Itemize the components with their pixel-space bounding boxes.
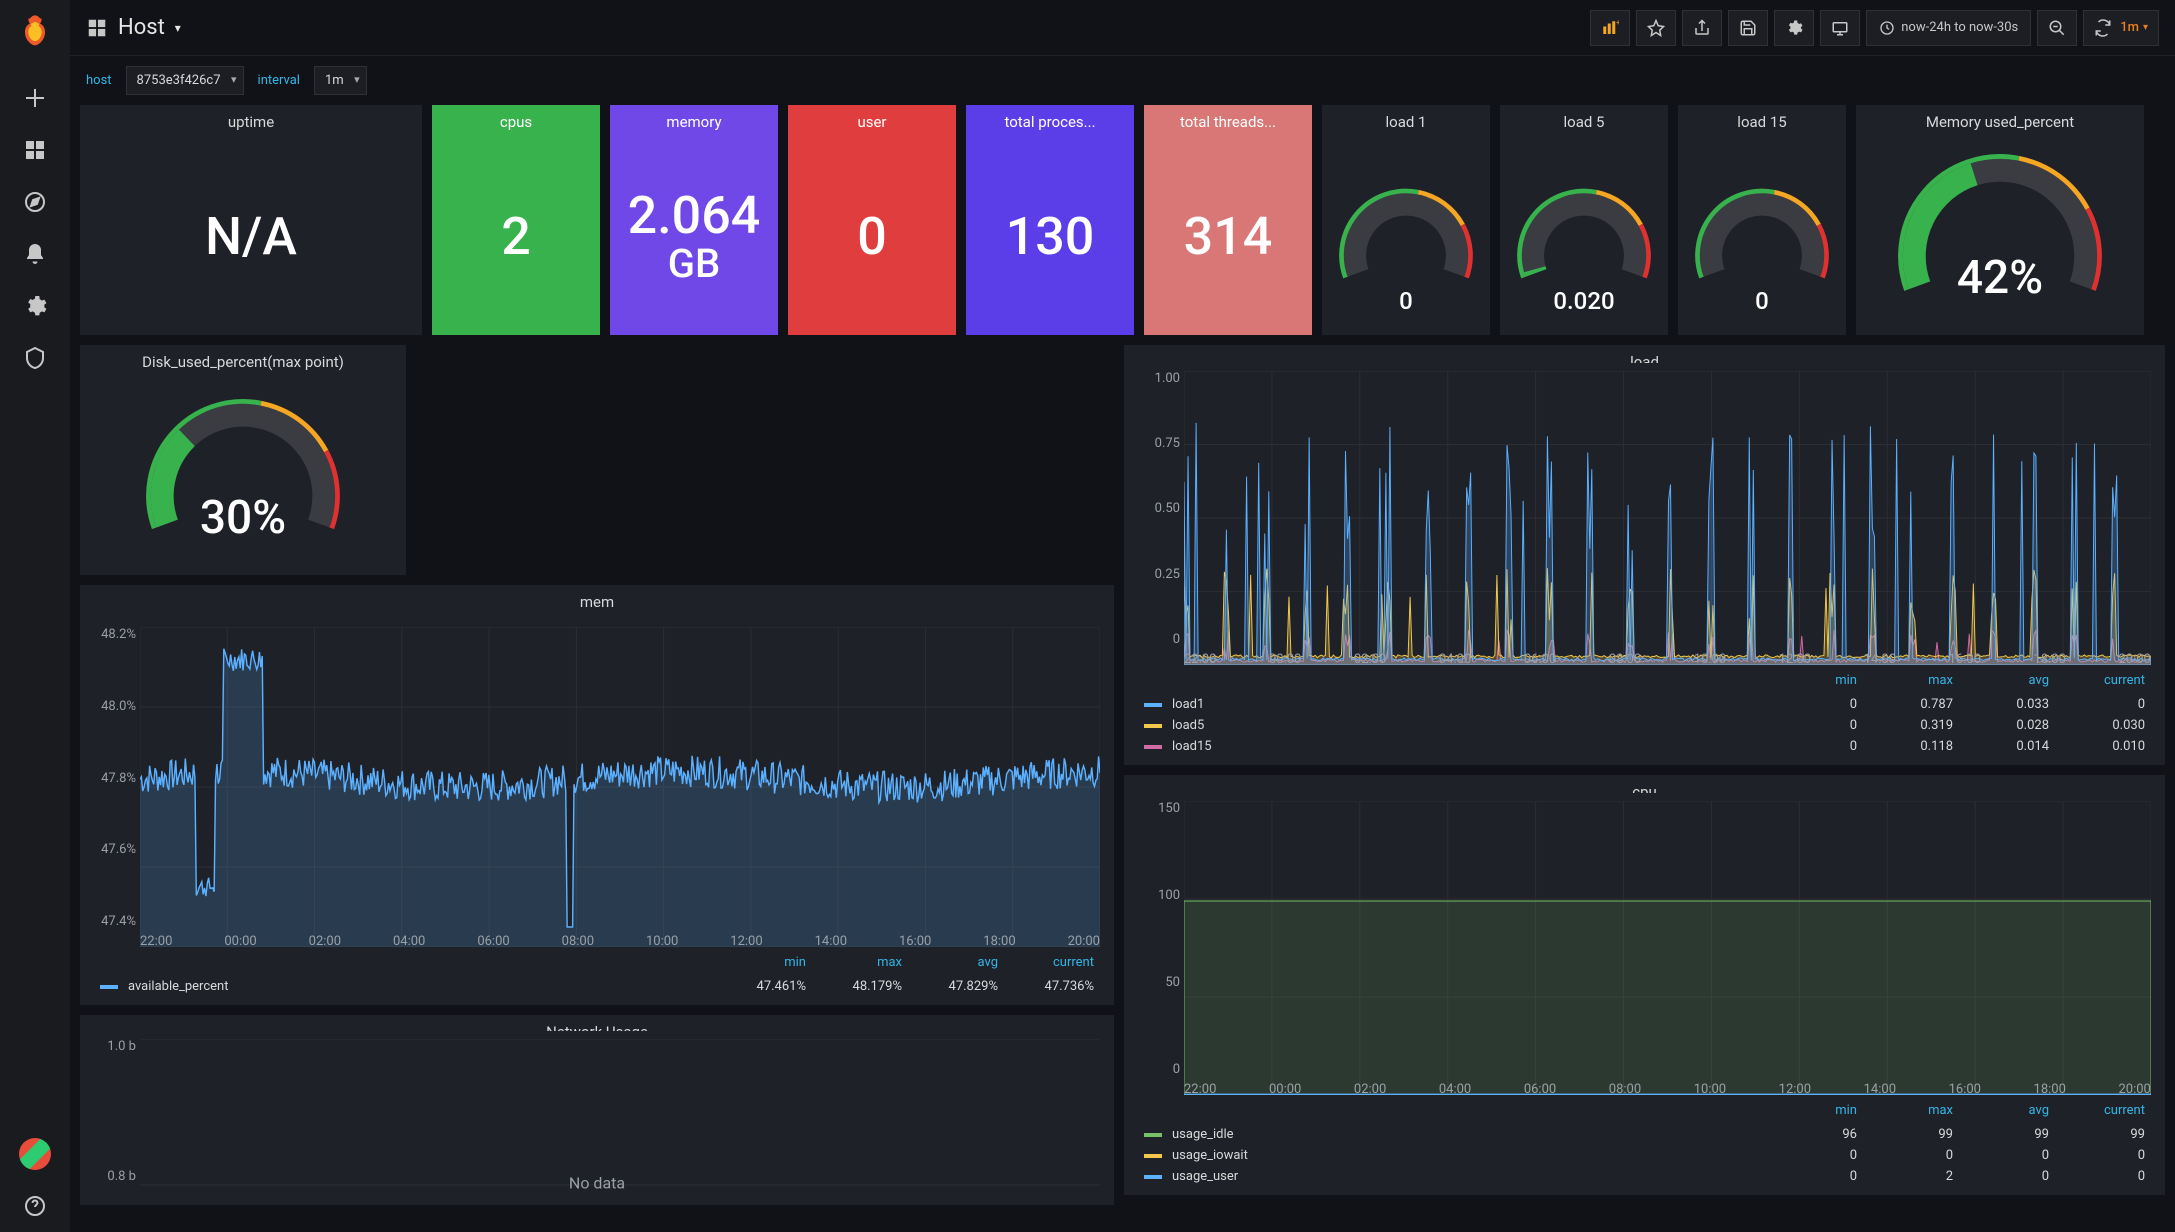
legend-row[interactable]: load500.3190.0280.030	[1144, 715, 2145, 736]
help-icon[interactable]	[15, 1186, 55, 1226]
legend-row[interactable]: usage_user0200	[1144, 1166, 2145, 1187]
panel-title: user	[788, 105, 956, 139]
gauge: 0.020	[1500, 139, 1668, 333]
stat-value: 2.064GB	[610, 139, 778, 333]
star-button[interactable]	[1636, 10, 1676, 46]
nodata-label: No data	[569, 1174, 625, 1193]
legend-row[interactable]: usage_iowait0000	[1144, 1145, 2145, 1166]
panel-title: total threads...	[1144, 105, 1312, 139]
configuration-icon[interactable]	[15, 286, 55, 326]
stat-panel-cpus[interactable]: cpus2	[432, 105, 600, 335]
dashboards-icon[interactable]	[15, 130, 55, 170]
share-button[interactable]	[1682, 10, 1722, 46]
legend-rows: usage_idle96999999usage_iowait0000usage_…	[1124, 1122, 2165, 1195]
legend-row[interactable]: usage_idle96999999	[1144, 1124, 2145, 1145]
panel-title: load 1	[1322, 105, 1490, 139]
gauge: 0	[1322, 139, 1490, 333]
chevron-down-icon: ▾	[175, 21, 181, 35]
legend-header: minmaxavgcurrent	[1124, 669, 2165, 692]
gauge-panel-load1[interactable]: load 1 0	[1322, 105, 1490, 335]
chart-panel-mem[interactable]: mem48.2%48.0%47.8%47.6%47.4%22:0000:0002…	[80, 585, 1114, 1005]
add-panel-button[interactable]: +	[1590, 10, 1630, 46]
panel-title: total proces...	[966, 105, 1134, 139]
topbar: Host ▾ + now-24h to now-30s	[70, 0, 2175, 56]
gauge-panel-memory_used_percent[interactable]: Memory used_percent 42%	[1856, 105, 2144, 335]
legend-rows: load100.7870.0330load500.3190.0280.030lo…	[1124, 692, 2165, 765]
chart-panel-load[interactable]: load1.000.750.500.25022:0000:0002:0004:0…	[1124, 345, 2165, 765]
gauge-value: 30%	[200, 491, 286, 545]
stat-panel-total_threads[interactable]: total threads...314	[1144, 105, 1312, 335]
legend-row[interactable]: load1500.1180.0140.010	[1144, 736, 2145, 757]
panel-title: load 15	[1678, 105, 1846, 139]
interval-variable-select[interactable]: 1m	[314, 66, 367, 95]
legend-header: minmaxavgcurrent	[1124, 1099, 2165, 1122]
stat-panel-user[interactable]: user0	[788, 105, 956, 335]
legend-row[interactable]: available_percent47.461%48.179%47.829%47…	[100, 976, 1094, 997]
cycle-view-button[interactable]	[1820, 10, 1860, 46]
panel-title: load	[1124, 345, 2165, 363]
legend-header: minmaxavgcurrent	[80, 951, 1114, 974]
dashboard-title-group[interactable]: Host ▾	[86, 15, 181, 40]
timerange-label: now-24h to now-30s	[1901, 20, 2018, 35]
gauge-panel-load5[interactable]: load 5 0.020	[1500, 105, 1668, 335]
main-content: Host ▾ + now-24h to now-30s	[70, 0, 2175, 1232]
stat-value: N/A	[80, 139, 422, 333]
panel-title: Network Usage	[80, 1015, 1114, 1031]
user-avatar[interactable]	[19, 1138, 51, 1170]
template-variables-bar: host 8753e3f426c7 interval 1m	[70, 56, 2175, 105]
settings-button[interactable]	[1774, 10, 1814, 46]
refresh-interval-label: 1m	[2120, 20, 2139, 35]
legend-row[interactable]: load100.7870.0330	[1144, 694, 2145, 715]
gauge-value: 42%	[1957, 251, 2043, 305]
timerange-picker[interactable]: now-24h to now-30s	[1866, 10, 2031, 46]
gauge-value: 0	[1755, 287, 1769, 315]
panel-title: load 5	[1500, 105, 1668, 139]
chart-panel-network-usage[interactable]: Network Usage1.0 b0.8 b0.6 bNo data	[80, 1015, 1114, 1205]
zoom-out-button[interactable]	[2037, 10, 2077, 46]
refresh-button[interactable]: 1m ▾	[2083, 10, 2159, 46]
panel-title: mem	[80, 585, 1114, 619]
stat-value: 0	[788, 139, 956, 333]
grafana-logo[interactable]	[15, 12, 55, 52]
create-icon[interactable]	[15, 78, 55, 118]
legend-rows: available_percent47.461%48.179%47.829%47…	[80, 974, 1114, 1005]
disk-gauge-panel[interactable]: Disk_used_percent(max point) 30%	[80, 345, 406, 575]
panel-title: Disk_used_percent(max point)	[80, 345, 406, 379]
stat-panel-total_processes[interactable]: total proces...130	[966, 105, 1134, 335]
stat-value: 130	[966, 139, 1134, 333]
svg-text:+: +	[1616, 19, 1619, 27]
panel-title: memory	[610, 105, 778, 139]
server-admin-icon[interactable]	[15, 338, 55, 378]
gauge-panel-load15[interactable]: load 15 0	[1678, 105, 1846, 335]
host-variable-label: host	[86, 73, 112, 88]
dashboard-icon	[86, 17, 108, 39]
panel-title: cpu	[1124, 775, 2165, 793]
gauge-value: 0	[1399, 287, 1413, 315]
alerting-icon[interactable]	[15, 234, 55, 274]
gauge-value: 0.020	[1553, 287, 1614, 315]
chart-area: 48.2%48.0%47.8%47.6%47.4%22:0000:0002:00…	[80, 619, 1114, 951]
host-variable-select[interactable]: 8753e3f426c7	[126, 66, 244, 95]
panel-title: cpus	[432, 105, 600, 139]
explore-icon[interactable]	[15, 182, 55, 222]
chart-area: 1.000.750.500.25022:0000:0002:0004:0006:…	[1124, 363, 2165, 669]
stat-value: 2	[432, 139, 600, 333]
panel-title: uptime	[80, 105, 422, 139]
dashboard-title: Host	[118, 15, 165, 40]
stat-panel-uptime[interactable]: uptimeN/A	[80, 105, 422, 335]
chart-area: 15010050022:0000:0002:0004:0006:0008:001…	[1124, 793, 2165, 1099]
gauge: 42%	[1856, 139, 2144, 333]
save-button[interactable]	[1728, 10, 1768, 46]
panels-grid: uptimeN/Acpus2memory2.064GBuser0total pr…	[70, 105, 2175, 1232]
stat-value: 314	[1144, 139, 1312, 333]
chart-area: 1.0 b0.8 b0.6 bNo data	[80, 1031, 1114, 1232]
stat-panel-memory[interactable]: memory2.064GB	[610, 105, 778, 335]
gauge: 0	[1678, 139, 1846, 333]
chart-panel-cpu[interactable]: cpu15010050022:0000:0002:0004:0006:0008:…	[1124, 775, 2165, 1195]
chevron-down-icon: ▾	[2143, 22, 2148, 33]
panel-title: Memory used_percent	[1856, 105, 2144, 139]
sidebar	[0, 0, 70, 1232]
interval-variable-label: interval	[258, 73, 300, 88]
